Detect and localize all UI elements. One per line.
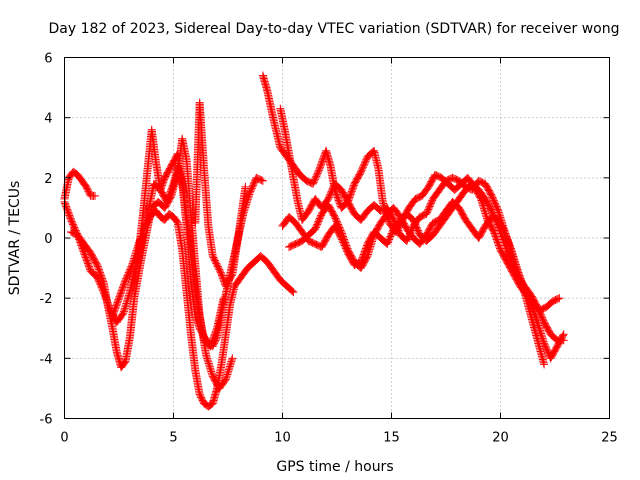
data-point (204, 359, 213, 368)
data-point (121, 301, 130, 310)
x-tick-label: 5 (169, 431, 177, 446)
data-point (206, 364, 215, 373)
data-point (122, 299, 131, 308)
data-point (203, 356, 212, 365)
data-point (225, 362, 234, 371)
data-point (91, 191, 100, 200)
data-points (60, 71, 568, 411)
data-point (125, 289, 134, 298)
data-point (123, 296, 132, 305)
data-point (228, 354, 237, 363)
data-point (202, 351, 211, 360)
data-point (223, 370, 232, 379)
data-point (244, 193, 253, 202)
data-point (202, 352, 211, 361)
data-point (204, 357, 213, 366)
x-tick-label: 15 (383, 431, 400, 446)
data-point (226, 360, 235, 369)
data-point (205, 362, 214, 371)
data-point (222, 372, 231, 381)
x-tick-label: 20 (492, 431, 509, 446)
data-point (124, 291, 133, 300)
data-point (222, 373, 231, 382)
y-tick-label: -4 (40, 352, 53, 367)
y-tick-label: 6 (44, 52, 52, 67)
x-tick-label: 25 (601, 431, 618, 446)
data-point (224, 367, 233, 376)
data-point (223, 368, 232, 377)
data-point (227, 357, 236, 366)
data-point (224, 365, 233, 374)
data-point (122, 297, 131, 306)
data-point (205, 361, 214, 370)
x-tick-label: 10 (274, 431, 291, 446)
data-point (207, 367, 216, 376)
data-point (221, 375, 230, 384)
x-tick-labels: 0 5 10 15 20 25 (60, 431, 617, 446)
data-point (257, 176, 266, 185)
x-axis-label: GPS time / hours (276, 459, 393, 475)
data-point (121, 302, 130, 311)
data-point (120, 304, 129, 313)
data-point (225, 364, 234, 373)
data-point (226, 359, 235, 368)
data-point (207, 369, 216, 378)
y-tick-label: -6 (40, 413, 53, 428)
data-point (119, 307, 128, 316)
y-tick-label: 0 (44, 232, 52, 247)
y-axis-label: SDTVAR / TECUs (7, 181, 23, 296)
data-point (244, 192, 253, 201)
data-point (203, 354, 212, 363)
data-point (119, 309, 128, 318)
y-tick-label: 2 (44, 172, 52, 187)
data-point (120, 305, 129, 314)
data-point (227, 355, 236, 364)
data-point (258, 176, 267, 185)
y-tick-label: -2 (40, 292, 53, 307)
x-tick-label: 0 (60, 431, 68, 446)
y-tick-labels: -6 -4 -2 0 2 4 6 (40, 52, 53, 428)
chart-title: Day 182 of 2023, Sidereal Day-to-day VTE… (49, 21, 620, 37)
y-tick-label: 4 (44, 112, 52, 127)
data-point (206, 365, 215, 374)
